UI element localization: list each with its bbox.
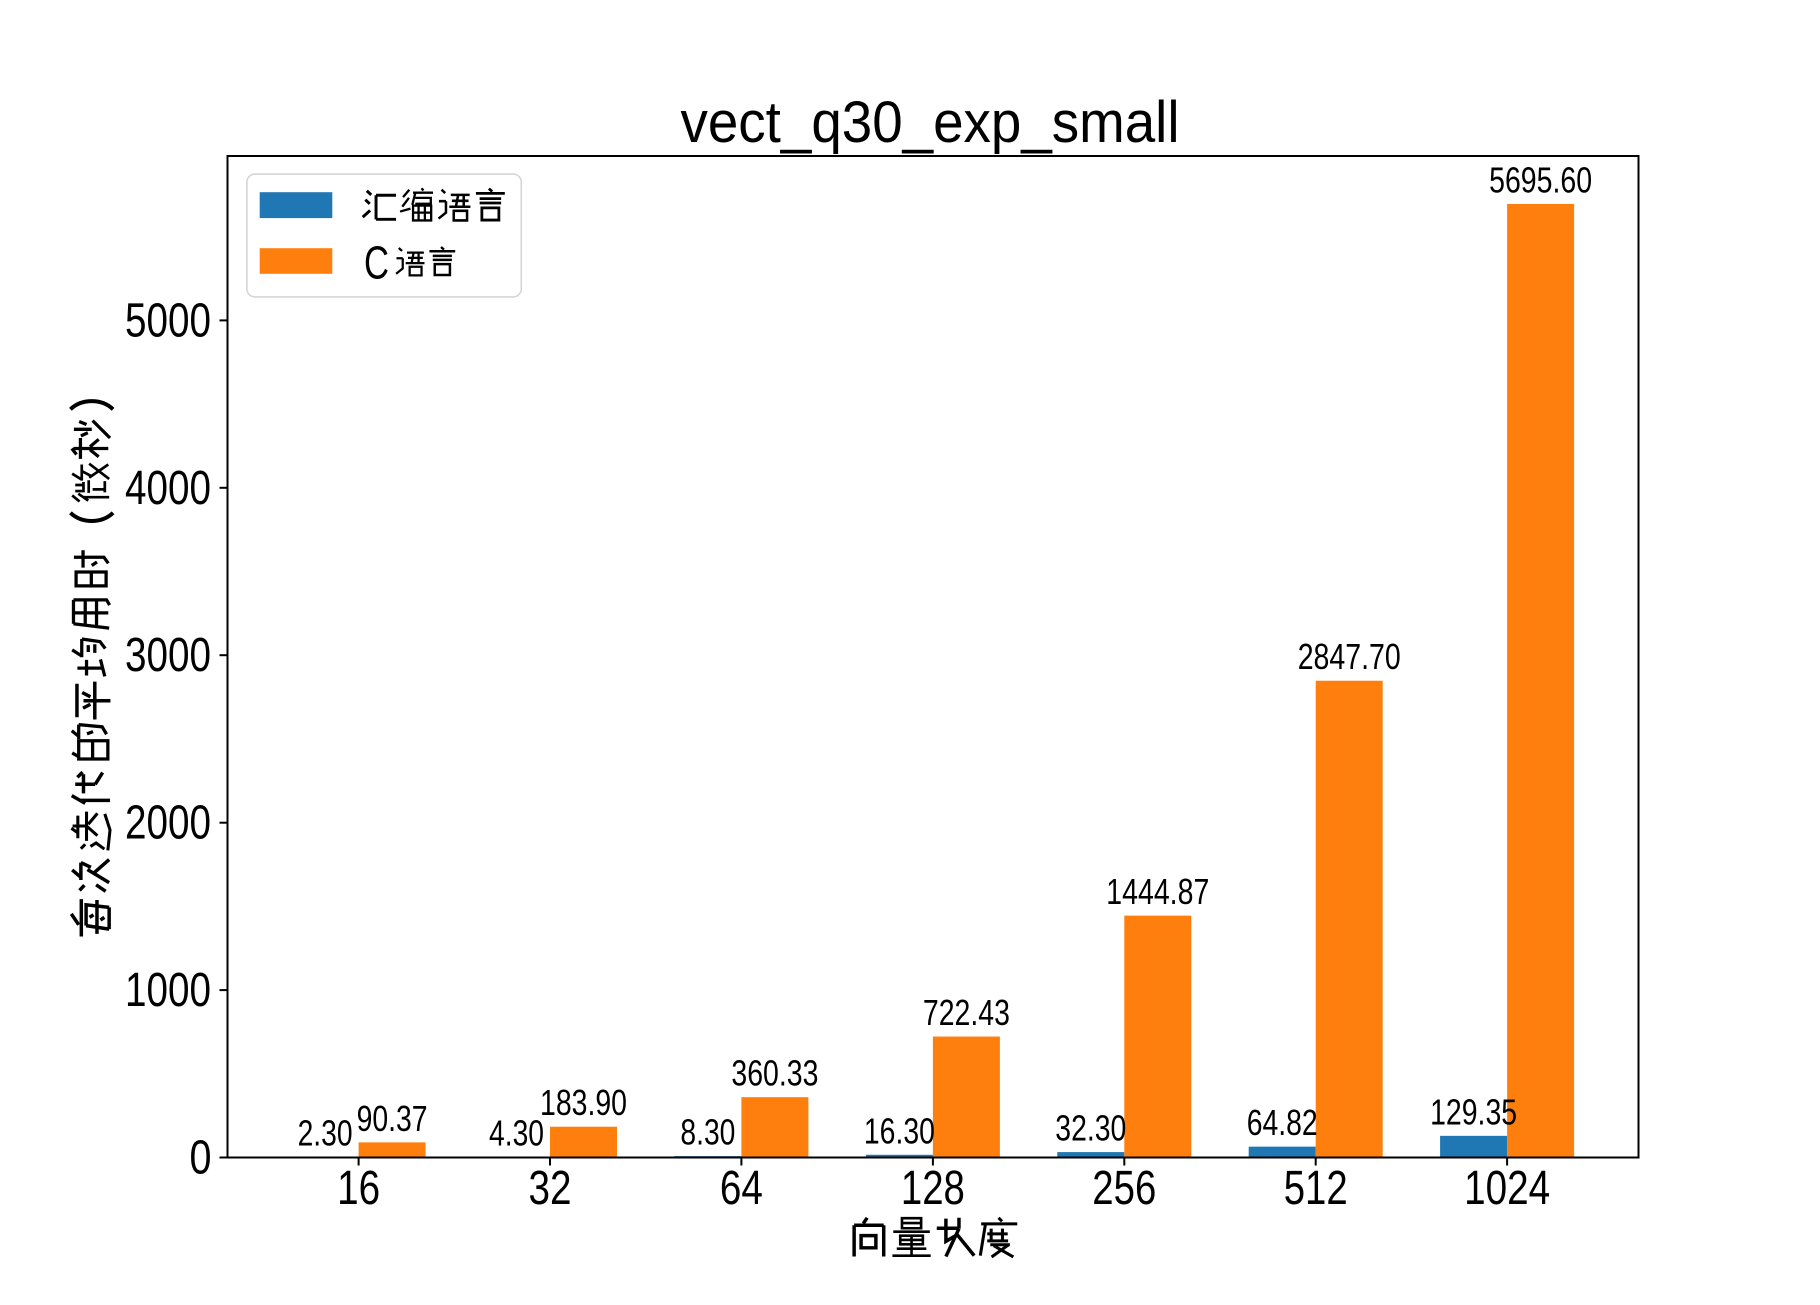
svg-text:16.30: 16.30 [864,1110,935,1151]
svg-text:2000: 2000 [125,797,211,850]
svg-text:5000: 5000 [125,294,211,347]
svg-text:512: 512 [1284,1162,1348,1215]
svg-text:C: C [364,237,389,289]
svg-text:129.35: 129.35 [1430,1091,1517,1132]
svg-text:8.30: 8.30 [680,1112,735,1153]
svg-text:3000: 3000 [125,629,211,682]
svg-text:64.82: 64.82 [1247,1102,1318,1143]
svg-text:1444.87: 1444.87 [1106,871,1209,912]
svg-text:90.37: 90.37 [357,1098,428,1139]
svg-text:4000: 4000 [125,462,211,515]
svg-text:0: 0 [190,1132,212,1185]
svg-text:256: 256 [1092,1162,1156,1215]
svg-text:722.43: 722.43 [923,992,1010,1033]
svg-text:360.33: 360.33 [731,1053,818,1094]
svg-text:2.30: 2.30 [298,1113,353,1154]
svg-text:vect_q30_exp_small: vect_q30_exp_small [681,90,1180,155]
svg-text:1000: 1000 [125,964,211,1017]
svg-text:64: 64 [720,1162,763,1215]
svg-text:32: 32 [529,1162,572,1215]
svg-text:183.90: 183.90 [540,1082,627,1123]
svg-text:2847.70: 2847.70 [1298,636,1401,677]
svg-text:128: 128 [901,1162,965,1215]
svg-text:4.30: 4.30 [489,1112,544,1153]
svg-text:16: 16 [337,1162,380,1215]
svg-text:32.30: 32.30 [1055,1108,1126,1149]
svg-text:1024: 1024 [1464,1162,1550,1215]
svg-text:5695.60: 5695.60 [1489,159,1592,200]
